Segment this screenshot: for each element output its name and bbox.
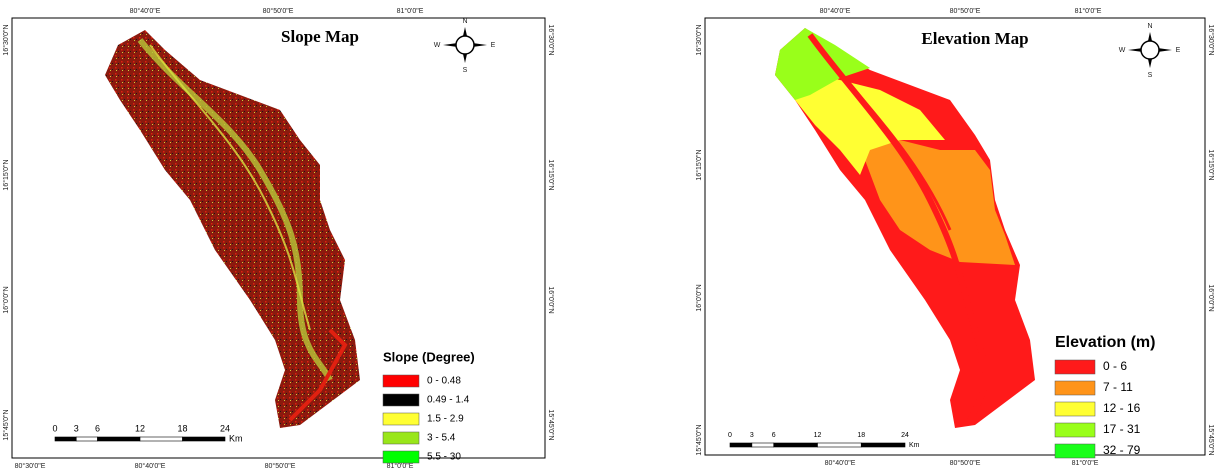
scale-unit: Km bbox=[229, 433, 243, 443]
map-title: Elevation Map bbox=[921, 29, 1028, 48]
top-coordinate-label: 80°40'0"E bbox=[820, 7, 851, 15]
scale-bar-segment bbox=[75, 436, 98, 442]
scale-label: 18 bbox=[857, 432, 865, 439]
legend-swatch bbox=[382, 450, 420, 464]
right-coordinate-label: 15°45'0"N bbox=[1207, 424, 1215, 455]
top-coordinate-label: 80°40'0"E bbox=[130, 7, 161, 15]
north-arrow: N S E W bbox=[434, 18, 496, 74]
scale-bar-segment bbox=[139, 436, 183, 442]
compass-n: N bbox=[1147, 23, 1152, 30]
left-coordinate-label: 16°15'0"N bbox=[695, 149, 703, 180]
slope-map-area bbox=[105, 30, 360, 428]
compass-n: N bbox=[462, 18, 467, 25]
compass-w: W bbox=[1119, 47, 1126, 54]
compass-ring bbox=[455, 35, 475, 55]
bottom-coordinate-label: 81°0'0"E bbox=[1072, 459, 1099, 467]
scale-label: 24 bbox=[901, 432, 909, 439]
legend-title: Elevation (m) bbox=[1055, 334, 1155, 351]
north-arrow: N S E W bbox=[1119, 23, 1181, 79]
left-coordinate-label: 15°45'0"N bbox=[695, 424, 703, 455]
right-coordinate-label: 16°30'0"N bbox=[547, 24, 555, 55]
scale-label: 12 bbox=[135, 423, 145, 433]
scale-bar-segment bbox=[54, 436, 77, 442]
map-title: Slope Map bbox=[281, 27, 359, 46]
left-coordinate-label: 16°30'0"N bbox=[2, 24, 10, 55]
scale-bar-segment bbox=[773, 442, 818, 448]
legend-label: 5.5 - 30 bbox=[427, 452, 461, 463]
scale-bar-segment bbox=[860, 442, 906, 448]
bottom-coordinate-label: 80°50'0"E bbox=[950, 459, 981, 467]
compass-w: W bbox=[434, 42, 441, 49]
left-coordinate-label: 16°15'0"N bbox=[2, 159, 10, 190]
right-coordinate-label: 16°30'0"N bbox=[1207, 24, 1215, 55]
legend-title: Slope (Degree) bbox=[383, 349, 475, 364]
scale-label: 24 bbox=[220, 423, 230, 433]
map-frame bbox=[11, 17, 546, 459]
scale-label: 6 bbox=[95, 423, 100, 433]
right-coordinate-label: 15°45'0"N bbox=[547, 409, 555, 440]
left-coordinate-label: 16°30'0"N bbox=[695, 24, 703, 55]
scale-label: 0 bbox=[728, 432, 732, 439]
scale-label: 3 bbox=[750, 432, 754, 439]
scale-label: 18 bbox=[177, 423, 187, 433]
left-coordinate-label: 15°45'0"N bbox=[2, 409, 10, 440]
compass-e: E bbox=[1176, 47, 1181, 54]
bottom-coordinate-label: 80°30'0"E bbox=[15, 462, 46, 470]
scale-label: 3 bbox=[74, 423, 79, 433]
top-coordinate-label: 80°50'0"E bbox=[950, 7, 981, 15]
scale-label: 6 bbox=[772, 432, 776, 439]
compass-e: E bbox=[491, 42, 496, 49]
scale-bar-segment bbox=[751, 442, 775, 448]
legend-swatch bbox=[382, 393, 420, 407]
compass-s: S bbox=[463, 67, 468, 74]
map-frame bbox=[704, 17, 1206, 456]
bottom-coordinate-label: 80°40'0"E bbox=[135, 462, 166, 470]
top-coordinate-label: 80°50'0"E bbox=[263, 7, 294, 15]
legend-swatch bbox=[1054, 422, 1096, 438]
legend-swatch bbox=[1054, 359, 1096, 375]
top-coordinate-label: 81°0'0"E bbox=[397, 7, 424, 15]
legend-label: 17 - 31 bbox=[1103, 422, 1141, 436]
legend-label: 7 - 11 bbox=[1103, 380, 1133, 394]
legend-label: 32 - 79 bbox=[1103, 443, 1141, 457]
bottom-coordinate-label: 80°40'0"E bbox=[825, 459, 856, 467]
bottom-coordinate-label: 80°50'0"E bbox=[265, 462, 296, 470]
legend-label: 0.49 - 1.4 bbox=[427, 395, 470, 406]
legend-swatch bbox=[382, 431, 420, 445]
compass-s: S bbox=[1148, 72, 1153, 79]
bottom-coordinate-label: 81°0'0"E bbox=[387, 462, 414, 470]
right-coordinate-label: 16°15'0"N bbox=[547, 159, 555, 190]
right-coordinate-label: 16°15'0"N bbox=[1207, 149, 1215, 180]
scale-bar-segment bbox=[97, 436, 141, 442]
legend-label: 0 - 0.48 bbox=[427, 376, 461, 387]
scale-label: 0 bbox=[52, 423, 57, 433]
legend-swatch bbox=[382, 374, 420, 388]
scale-bar-segment bbox=[182, 436, 226, 442]
left-coordinate-label: 16°0'0"N bbox=[2, 286, 10, 313]
compass-ring bbox=[1140, 40, 1160, 60]
right-coordinate-label: 16°0'0"N bbox=[547, 286, 555, 313]
top-coordinate-label: 81°0'0"E bbox=[1075, 7, 1102, 15]
scale-label: 12 bbox=[814, 432, 822, 439]
legend-label: 3 - 5.4 bbox=[427, 433, 456, 444]
legend-swatch bbox=[1054, 401, 1096, 417]
scale-bar-segment bbox=[729, 442, 753, 448]
legend-swatch bbox=[382, 412, 420, 426]
scale-bar-segment bbox=[817, 442, 862, 448]
legend-label: 12 - 16 bbox=[1103, 401, 1141, 415]
elevation-map-area bbox=[775, 28, 1035, 428]
legend-label: 0 - 6 bbox=[1103, 359, 1127, 373]
legend-swatch bbox=[1054, 443, 1096, 459]
right-coordinate-label: 16°0'0"N bbox=[1207, 284, 1215, 311]
legend-swatch bbox=[1054, 380, 1096, 396]
legend-label: 1.5 - 2.9 bbox=[427, 414, 464, 425]
left-coordinate-label: 16°0'0"N bbox=[695, 284, 703, 311]
scale-unit: Km bbox=[909, 442, 920, 449]
